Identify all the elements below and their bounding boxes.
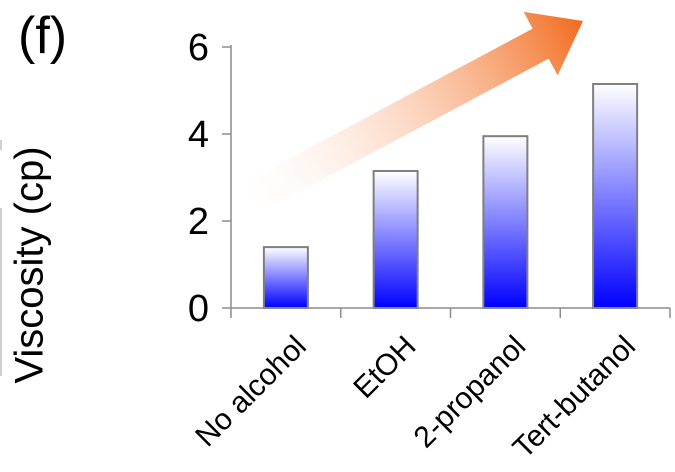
trend-arrow [239,11,584,215]
left-edge-mark [0,140,2,150]
bar [592,82,639,309]
y-tick-label: 6 [188,27,209,69]
y-tick-label: 0 [188,288,209,330]
bar [262,246,309,310]
y-tick-label: 4 [188,114,209,156]
trend-arrow-shape [239,11,584,215]
bar [372,169,419,309]
panel-label: (f) [18,7,68,65]
x-tick-label: EtOH [347,330,422,405]
bar [482,135,529,309]
left-edge-rule [0,208,2,376]
x-tick-label: No alcohol [189,330,313,454]
y-tick-label: 2 [188,201,209,243]
